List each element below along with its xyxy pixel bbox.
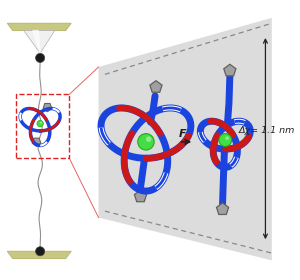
Circle shape [40,122,42,123]
Polygon shape [32,138,41,146]
Polygon shape [150,81,162,92]
Circle shape [37,120,43,127]
Text: Δχ= 1.1 nm: Δχ= 1.1 nm [239,126,295,135]
Polygon shape [134,190,146,202]
Polygon shape [7,251,71,258]
Circle shape [36,53,45,62]
Circle shape [225,136,229,140]
Polygon shape [217,203,229,214]
Circle shape [146,136,152,142]
Circle shape [138,134,154,150]
Circle shape [219,134,232,146]
Polygon shape [24,31,55,53]
Polygon shape [43,104,52,112]
Circle shape [36,247,45,256]
Polygon shape [98,18,272,260]
Polygon shape [7,23,71,31]
Polygon shape [224,64,236,76]
Text: F: F [179,129,186,139]
Polygon shape [33,31,40,53]
